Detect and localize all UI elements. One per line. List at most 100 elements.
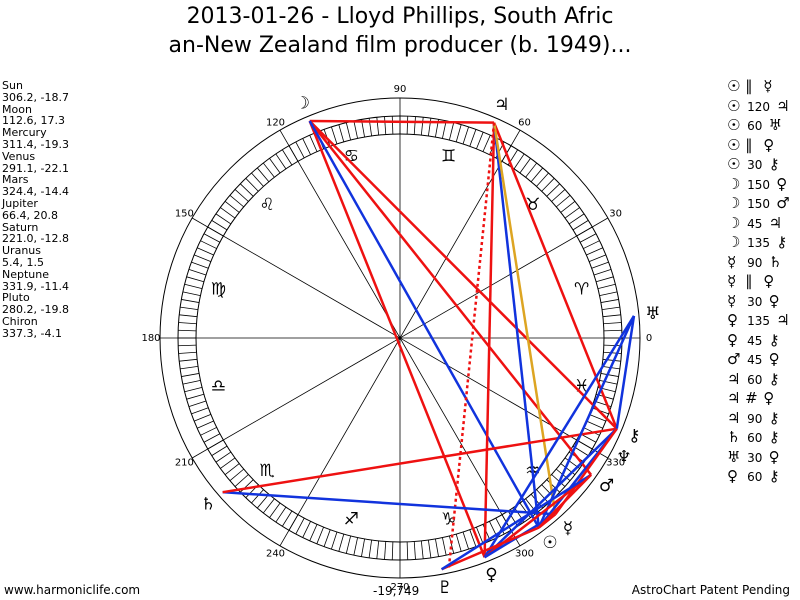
degree-label: 270 [390, 582, 409, 593]
aspect-angle: 30 [747, 158, 763, 172]
degree-tick [302, 138, 311, 155]
aspect-symbol: ∥ [745, 77, 753, 95]
degree-tick [263, 498, 275, 514]
zodiac-sign-icon: ♏ [259, 461, 274, 481]
aspect-line [308, 120, 593, 476]
degree-label: 0 [646, 333, 652, 344]
degree-tick [186, 393, 205, 400]
aspect-row: ♃ 60 ⚷ [727, 370, 790, 390]
degree-tick [240, 183, 254, 197]
degree-tick [256, 494, 270, 509]
degree-tick [469, 529, 477, 547]
degree-tick [275, 506, 287, 523]
aspect-line [483, 122, 496, 558]
degree-tick [197, 247, 214, 256]
degree-tick [572, 220, 589, 231]
degree-label: 240 [266, 549, 285, 560]
chart-title: 2013-01-26 - Lloyd Phillips, South Afric… [0, 2, 800, 60]
degree-tick [251, 172, 264, 187]
degree-tick [599, 291, 618, 296]
aspect-planet-2: ⚷ [768, 330, 780, 349]
degree-tick [406, 116, 409, 135]
degree-tick [203, 433, 221, 443]
degree-tick [224, 201, 240, 213]
aspect-planet-2: ♃ [776, 96, 790, 115]
aspect-planet-1: ♃ [727, 369, 741, 388]
degree-tick [194, 254, 212, 262]
aspect-angle: 150 [747, 197, 771, 211]
degree-tick [513, 153, 525, 170]
planet-glyph-icon: ♄ [201, 495, 216, 515]
degree-label: 300 [515, 549, 534, 560]
aspect-planet-2: ♀ [768, 447, 780, 466]
degree-tick [602, 314, 621, 318]
aspect-row: ☿ ∥ ♀ [727, 272, 790, 292]
planet-value: 291.1, -22.1 [2, 161, 69, 175]
degree-tick [603, 344, 622, 347]
degree-tick [200, 427, 217, 436]
aspect-row: ☉ 30 ⚷ [727, 155, 790, 175]
degree-label: 210 [175, 458, 194, 469]
planet-glyph-icon: ☽ [295, 94, 310, 114]
aspect-planet-2: ⚷ [776, 233, 788, 251]
aspect-planet-2: ♀ [763, 389, 775, 407]
aspect-row: ☽ 45 ♃ [727, 214, 790, 234]
aspect-planet-2: ♀ [768, 350, 780, 368]
degree-tick [188, 269, 207, 276]
aspect-angle: 90 [747, 411, 763, 426]
degree-tick [184, 386, 203, 393]
planet-name: Chiron [2, 314, 38, 328]
degree-tick [338, 124, 345, 143]
degree-tick [178, 351, 197, 354]
degree-tick [186, 276, 205, 283]
aspect-row: ☽ 150 ♂ [727, 194, 790, 214]
aspect-planet-2: ⚷ [768, 155, 780, 173]
degree-tick [376, 117, 380, 136]
planet-value: 331.9, -11.4 [2, 279, 69, 293]
aspect-planet-1: ☿ [727, 291, 737, 310]
degree-tick [595, 276, 614, 283]
aspect-row: ☉ 120 ♃ [727, 97, 790, 117]
degree-tick [179, 314, 198, 318]
planet-value: 221.0, -12.8 [2, 232, 69, 246]
aspect-planet-1: ♃ [727, 408, 741, 427]
degree-tick [376, 540, 380, 559]
degree-tick [256, 167, 270, 182]
degree-tick [588, 414, 606, 422]
aspect-angle: 60 [747, 470, 763, 484]
degree-tick [282, 149, 293, 166]
planet-value: 112.6, 17.3 [2, 114, 65, 128]
aspect-planet-2: ♃ [776, 311, 790, 329]
degree-tick [295, 141, 305, 159]
aspect-line [222, 490, 556, 516]
degree-tick [309, 135, 318, 152]
degree-tick [331, 126, 338, 145]
planet-value: 306.2, -18.7 [2, 90, 69, 104]
degree-tick [442, 537, 447, 556]
degree-tick [182, 291, 201, 296]
aspect-row: ♄ 60 ⚷ [727, 428, 790, 448]
aspect-line [537, 473, 592, 529]
degree-tick [178, 329, 197, 332]
aspect-line [537, 315, 636, 529]
degree-tick [245, 178, 259, 192]
aspect-angle: 60 [747, 372, 763, 387]
zodiac-sign-icon: ♈ [574, 279, 589, 299]
degree-tick [220, 207, 236, 219]
aspect-planet-1: ☽ [727, 213, 741, 232]
title-line-1: 2013-01-26 - Lloyd Phillips, South Afric [186, 4, 614, 29]
degree-label: 90 [394, 84, 407, 95]
aspect-row: ☉ ∥ ♀ [727, 136, 790, 156]
degree-tick [427, 118, 432, 137]
aspect-row: ☽ 150 ♀ [727, 175, 790, 195]
aspect-planet-1: ☉ [727, 116, 741, 134]
degree-tick [427, 539, 432, 558]
aspect-line [309, 119, 495, 124]
degree-tick [361, 538, 365, 557]
aspect-row: ☿ 90 ♄ [727, 253, 790, 273]
degree-tick [583, 427, 600, 436]
degree-tick [180, 365, 199, 370]
zodiac-sign-icon: ♋ [344, 146, 359, 166]
degree-tick [338, 533, 345, 552]
aspect-row: ♀ 60 ⚷ [727, 467, 790, 487]
